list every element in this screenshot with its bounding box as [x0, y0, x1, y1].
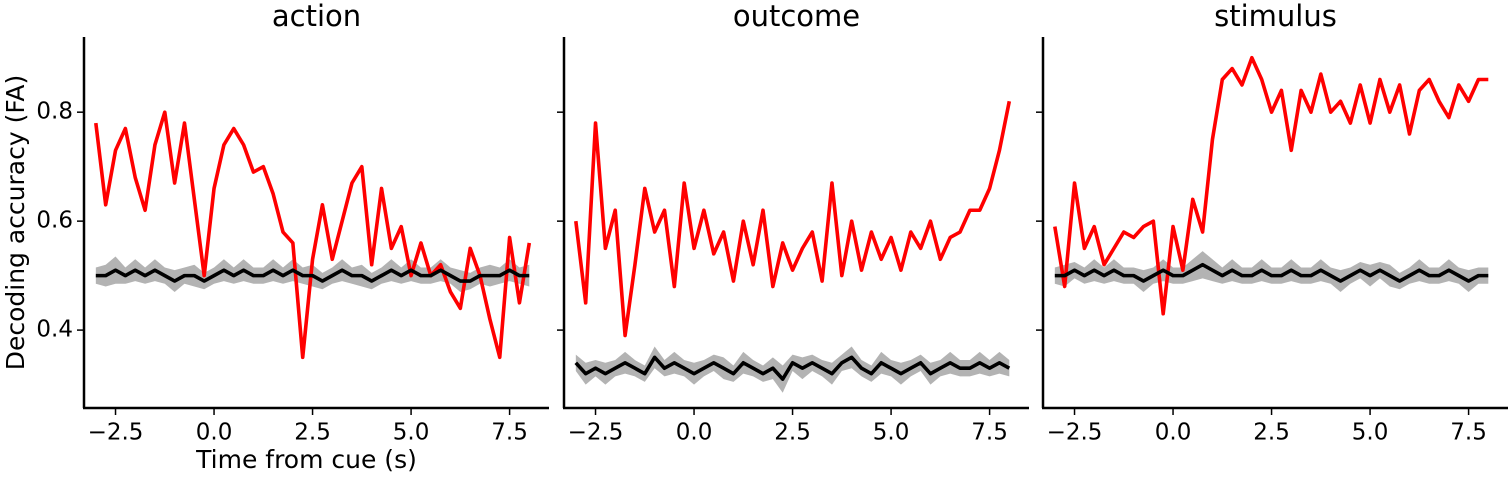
x-tick-label: 7.5 [491, 420, 528, 446]
series-line [1053, 55, 1489, 316]
x-axis-label: Time from cue (s) [195, 445, 417, 474]
error-band [1054, 251, 1489, 292]
y-tick-label: 0.4 [36, 317, 73, 343]
series-line [94, 110, 532, 360]
x-tick-label: 0.0 [676, 420, 713, 446]
x-tick-label: 0.0 [196, 420, 233, 446]
x-tick-label: 7.5 [1450, 420, 1487, 446]
x-tick-label: 2.5 [1253, 420, 1290, 446]
series-line [574, 100, 1012, 338]
series-line [1054, 262, 1489, 283]
y-axis-label: Decoding accuracy (FA) [1, 75, 30, 371]
series-line [95, 268, 530, 283]
x-tick-label: 0.0 [1155, 420, 1192, 446]
x-tick-label: 2.5 [294, 420, 331, 446]
x-tick-label: 5.0 [873, 420, 910, 446]
x-tick-label: 2.5 [774, 420, 811, 446]
y-tick-label: 0.6 [36, 208, 73, 234]
error-band [575, 346, 1010, 393]
x-tick-label: 5.0 [393, 420, 430, 446]
panel-title: action [272, 0, 361, 33]
x-tick-label: 7.5 [971, 420, 1008, 446]
series-line [574, 355, 1011, 381]
y-tick-label: 0.8 [36, 99, 73, 125]
x-tick-label: −2.5 [88, 420, 144, 446]
x-tick-label: 5.0 [1352, 420, 1389, 446]
x-tick-label: −2.5 [1047, 420, 1103, 446]
panel-title: stimulus [1214, 0, 1337, 33]
panel-title: outcome [733, 0, 860, 33]
x-tick-label: −2.5 [568, 420, 624, 446]
